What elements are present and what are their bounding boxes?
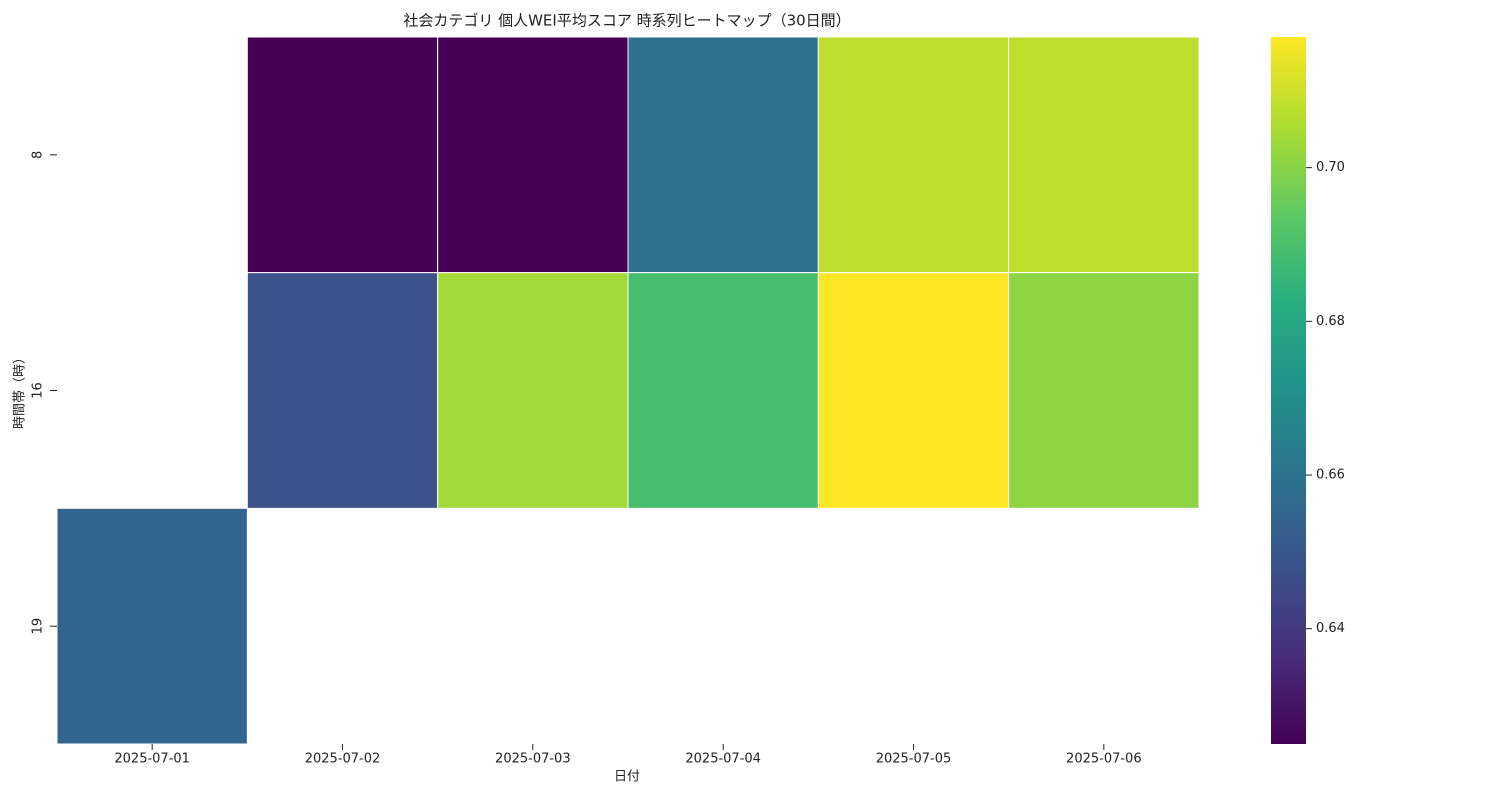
colorbar-tick-label: 0.66 bbox=[1316, 468, 1345, 483]
heatmap-cell bbox=[817, 272, 1010, 509]
heatmap-cell bbox=[437, 36, 629, 274]
heatmap-cell bbox=[627, 36, 819, 274]
y-tick-label: 8 bbox=[31, 151, 46, 159]
heatmap-cell bbox=[56, 507, 248, 745]
x-axis-label: 日付 bbox=[614, 770, 640, 785]
heatmap-cell bbox=[1008, 36, 1200, 274]
x-tick-label: 2025-07-04 bbox=[685, 752, 761, 767]
colorbar-tick-label: 0.68 bbox=[1316, 314, 1345, 329]
chart-title: 社会カテゴリ 個人WEI平均スコア 時系列ヒートマップ（30日間） bbox=[403, 12, 850, 30]
colorbar bbox=[1271, 37, 1306, 744]
heatmap-cell bbox=[246, 36, 439, 274]
x-tick-label: 2025-07-02 bbox=[305, 752, 381, 767]
x-tick-label: 2025-07-01 bbox=[114, 752, 190, 767]
heatmap-cell bbox=[1008, 272, 1200, 509]
y-tick-label: 16 bbox=[31, 382, 46, 399]
x-tick-label: 2025-07-05 bbox=[876, 752, 952, 767]
heatmap-cell bbox=[817, 36, 1010, 274]
y-axis-label: 時間帯（時） bbox=[13, 351, 28, 429]
x-tick-label: 2025-07-03 bbox=[495, 752, 571, 767]
heatmap-cell bbox=[627, 272, 819, 509]
colorbar-tick-label: 0.70 bbox=[1316, 160, 1345, 175]
x-tick-label: 2025-07-06 bbox=[1066, 752, 1142, 767]
colorbar-tick-label: 0.64 bbox=[1316, 621, 1345, 636]
heatmap-cell bbox=[437, 272, 629, 509]
heatmap-cell bbox=[246, 272, 439, 509]
y-tick-label: 19 bbox=[31, 618, 46, 635]
